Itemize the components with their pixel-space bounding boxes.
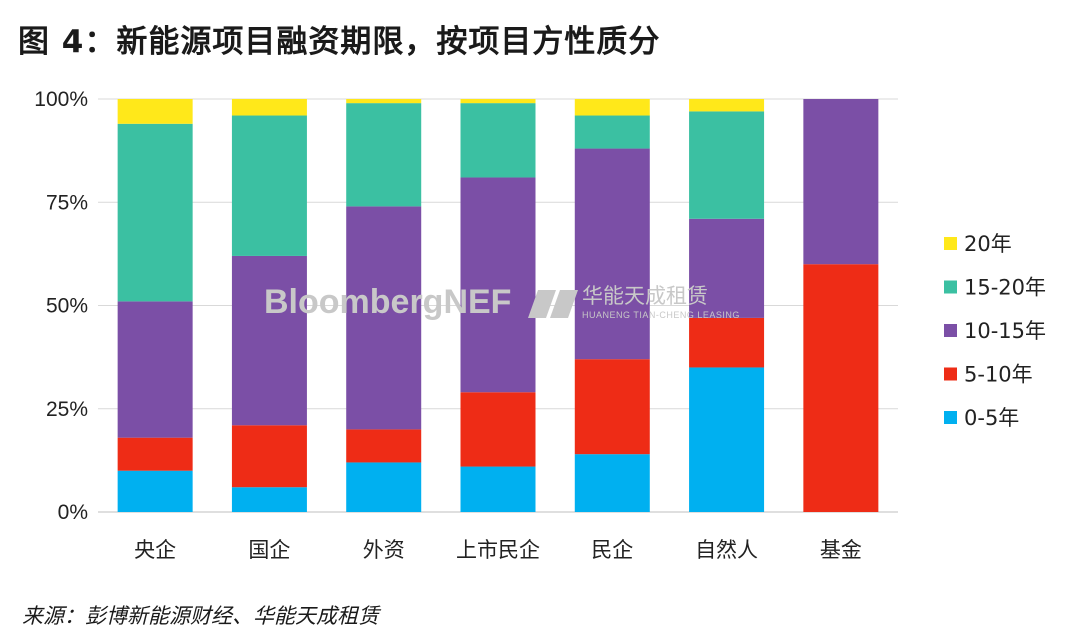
bar-segment xyxy=(689,99,765,112)
y-tick-label: 0% xyxy=(58,501,88,524)
bars xyxy=(117,99,879,512)
bar-stack xyxy=(346,99,422,512)
legend-swatch xyxy=(944,237,957,250)
bar-segment xyxy=(803,264,879,512)
bar-segment xyxy=(231,425,307,488)
bar-segment xyxy=(803,99,879,265)
bar-stack xyxy=(574,99,650,512)
y-tick-label: 50% xyxy=(46,295,88,318)
legend-swatch xyxy=(944,411,957,424)
partner-logo-icon xyxy=(528,290,578,318)
bar-segment xyxy=(346,99,422,104)
y-axis: 0% 25% 50% 75% 100% xyxy=(34,88,88,524)
legend-swatch xyxy=(944,280,957,294)
bar-segment xyxy=(346,103,422,207)
legend-label: 15-20年 xyxy=(964,276,1046,300)
bar-segment xyxy=(346,206,422,430)
legend-swatch xyxy=(944,324,957,337)
x-axis: 央企 国企 外资 上市民企 民企 自然人 基金 xyxy=(134,538,862,562)
bar-stack xyxy=(460,99,536,512)
legend-label: 20年 xyxy=(964,232,1012,256)
bar-segment xyxy=(460,103,536,178)
bar-segment xyxy=(689,218,765,318)
x-tick-label: 央企 xyxy=(134,538,176,562)
bar-segment xyxy=(231,99,307,116)
y-tick-label: 25% xyxy=(46,398,88,421)
bar-segment xyxy=(574,148,650,360)
bar-segment xyxy=(346,429,422,463)
bar-segment xyxy=(117,437,193,471)
bar-segment xyxy=(689,367,765,512)
x-tick-label: 国企 xyxy=(248,538,290,562)
bar-stack xyxy=(803,99,879,512)
x-tick-label: 上市民企 xyxy=(456,538,540,562)
legend: 20年 15-20年 10-15年 5-10年 0-5年 xyxy=(944,232,1046,430)
legend-swatch xyxy=(944,367,957,381)
bar-segment xyxy=(117,123,193,302)
y-tick-label: 75% xyxy=(46,191,88,214)
legend-item: 15-20年 xyxy=(944,276,1046,300)
legend-item: 0-5年 xyxy=(944,406,1019,430)
bar-stack xyxy=(689,99,765,512)
bar-segment xyxy=(574,359,650,455)
bar-segment xyxy=(689,111,765,219)
page-title: 图 4：新能源项目融资期限，按项目方性质分 xyxy=(18,24,661,60)
legend-item: 20年 xyxy=(944,232,1012,256)
bar-segment xyxy=(689,317,765,368)
watermark-partner-en: HUANENG TIAN-CHENG LEASING xyxy=(582,310,740,320)
bar-segment xyxy=(231,115,307,256)
bar-segment xyxy=(231,487,307,512)
watermark-brand: BloombergNEF xyxy=(264,283,511,321)
bar-segment xyxy=(574,99,650,116)
bar-segment xyxy=(231,255,307,426)
legend-item: 10-15年 xyxy=(944,319,1046,343)
legend-label: 5-10年 xyxy=(964,363,1033,387)
bar-segment xyxy=(460,99,536,104)
bar-stack xyxy=(231,99,307,512)
bar-segment xyxy=(574,115,650,149)
bar-stack xyxy=(117,99,193,512)
legend-item: 5-10年 xyxy=(944,363,1033,387)
bar-segment xyxy=(460,177,536,393)
source-note: 来源：彭博新能源财经、华能天成租赁 xyxy=(22,604,379,628)
watermark-partner-cn: 华能天成租赁 xyxy=(582,284,708,308)
x-tick-label: 基金 xyxy=(820,538,862,562)
bar-segment xyxy=(117,470,193,512)
legend-label: 0-5年 xyxy=(964,406,1019,430)
bar-segment xyxy=(460,392,536,467)
bar-segment xyxy=(460,466,536,512)
bar-segment xyxy=(574,454,650,512)
x-tick-label: 民企 xyxy=(591,538,633,562)
bar-segment xyxy=(117,99,193,124)
x-tick-label: 外资 xyxy=(363,538,405,562)
y-tick-label: 100% xyxy=(34,88,88,111)
bar-segment xyxy=(346,462,422,512)
bar-segment xyxy=(117,301,193,438)
legend-label: 10-15年 xyxy=(964,319,1046,343)
watermark: BloombergNEF 华能天成租赁 HUANENG TIAN-CHENG L… xyxy=(264,283,740,321)
x-tick-label: 自然人 xyxy=(695,538,758,562)
